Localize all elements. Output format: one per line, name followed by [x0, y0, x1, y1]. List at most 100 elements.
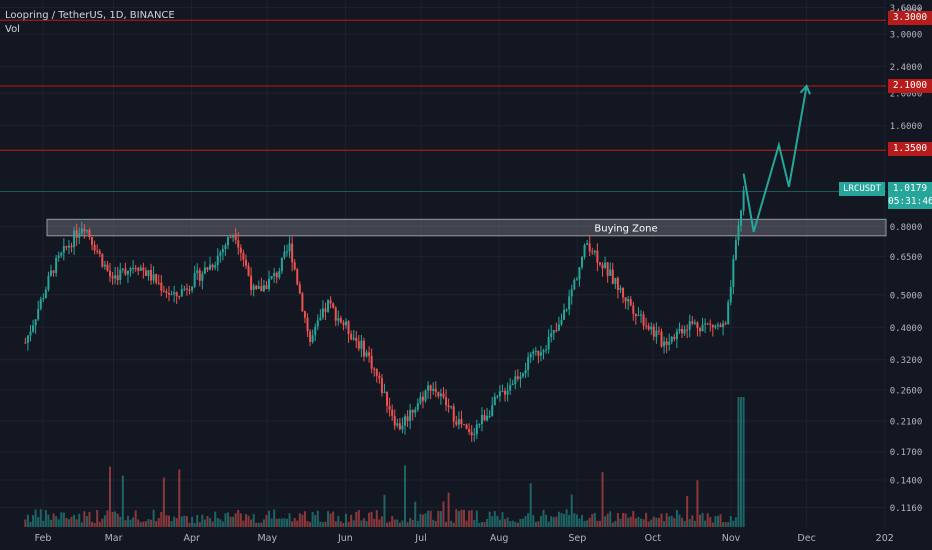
volume-bar — [250, 519, 253, 527]
volume-bar — [596, 520, 599, 527]
volume-bar — [262, 519, 265, 527]
volume-bar — [688, 519, 691, 527]
volume-bar — [144, 521, 147, 527]
candle-body — [250, 275, 253, 290]
volume-bar — [239, 513, 242, 527]
candle-body — [678, 329, 681, 332]
volume-bar — [604, 516, 607, 527]
volume-bar — [345, 513, 348, 527]
candle-body — [609, 269, 612, 276]
candle-body — [419, 396, 422, 404]
candle-body — [134, 267, 137, 269]
candle-body — [288, 243, 291, 252]
volume-bar — [370, 511, 373, 527]
candle-body — [650, 326, 653, 330]
volume-bar — [357, 509, 360, 527]
volume-bar — [622, 513, 625, 527]
volume-bar — [524, 515, 527, 527]
volume-bar — [719, 514, 722, 527]
candle-body — [460, 419, 463, 425]
volume-bar — [224, 513, 227, 527]
volume-bar — [165, 515, 168, 527]
candle-body — [345, 321, 348, 326]
volume-bar — [162, 477, 165, 527]
volume-bar — [39, 509, 42, 527]
candle-body — [211, 264, 214, 268]
volume-bar — [57, 519, 60, 527]
candle-body — [178, 296, 181, 298]
price-tick-label: 0.8000 — [890, 223, 923, 233]
volume-bar — [396, 519, 399, 527]
candle-body — [683, 329, 686, 334]
volume-bar — [132, 517, 135, 527]
volume-bar — [60, 512, 63, 527]
candle-body — [665, 341, 668, 345]
volume-bar — [393, 519, 396, 527]
candle-body — [586, 243, 589, 245]
volume-bar — [170, 521, 173, 527]
volume-bar — [663, 521, 666, 527]
price-tick-label: 2.4000 — [890, 63, 923, 73]
volume-bar — [352, 520, 355, 527]
volume-bar — [598, 520, 601, 527]
volume-bar — [706, 513, 709, 527]
candle-body — [201, 273, 204, 281]
candle-body — [29, 331, 32, 336]
candle-body — [386, 391, 389, 406]
candle-body — [545, 349, 548, 351]
volume-bar — [391, 516, 394, 527]
volume-bar — [65, 517, 68, 527]
volume-bar — [478, 522, 481, 527]
candle-body — [455, 421, 458, 425]
volume-bar — [209, 518, 212, 527]
volume-bar — [652, 516, 655, 527]
candle-body — [406, 416, 409, 421]
volume-bar — [314, 514, 317, 527]
volume-bar — [734, 517, 737, 527]
volume-bar — [450, 520, 453, 527]
candle-body — [542, 350, 545, 353]
volume-bar — [221, 521, 224, 527]
volume-bar — [55, 516, 58, 527]
volume-bar — [293, 517, 296, 527]
candle-body — [139, 267, 142, 271]
candle-body — [314, 326, 317, 336]
volume-bar — [373, 518, 376, 527]
volume-bar — [278, 518, 281, 527]
candle-body — [332, 303, 335, 308]
candle-body — [634, 313, 637, 316]
volume-bar — [696, 480, 699, 527]
volume-bar — [457, 511, 460, 527]
candle-body — [42, 297, 45, 300]
volume-bar — [588, 517, 591, 527]
volume-bar — [211, 521, 214, 527]
candle-body — [629, 299, 632, 306]
volume-bar — [645, 512, 648, 527]
candle-body — [168, 293, 171, 295]
candle-body — [452, 406, 455, 422]
volume-bar — [586, 520, 589, 527]
volume-bar — [429, 510, 432, 527]
candle-body — [478, 424, 481, 426]
volume-bar — [173, 516, 176, 527]
candle-body — [675, 331, 678, 339]
volume-bar — [196, 515, 199, 527]
volume-bar — [91, 521, 94, 527]
candle-body — [67, 245, 70, 248]
candle-body — [103, 264, 106, 267]
candle-body — [316, 320, 319, 327]
candle-body — [55, 257, 58, 273]
volume-bar — [665, 513, 668, 527]
price-tick-label: 2.0000 — [890, 90, 923, 100]
volume-bar — [80, 522, 83, 527]
volume-bar — [419, 513, 422, 527]
volume-bar — [568, 514, 571, 527]
current-price-value: 1.0179 — [892, 183, 928, 194]
candle-body — [701, 324, 704, 332]
volume-bar — [406, 522, 409, 527]
countdown-value: 05:31:46 — [888, 196, 932, 207]
candle-body — [239, 247, 242, 253]
volume-bar — [537, 521, 540, 527]
candle-body — [475, 424, 478, 435]
